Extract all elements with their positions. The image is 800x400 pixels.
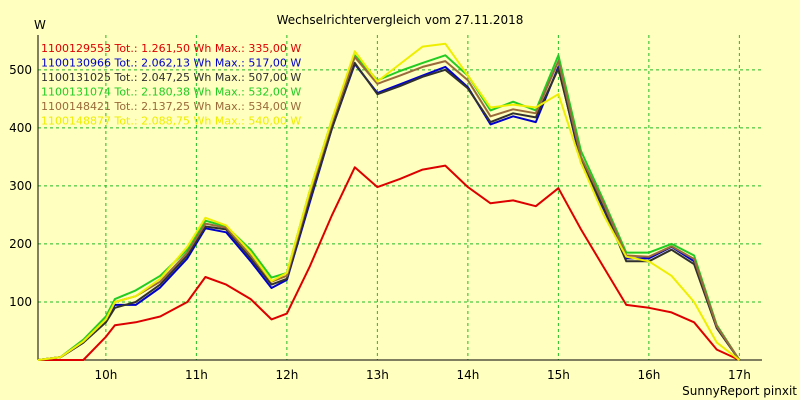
footer-credit: SunnyReport pinxit (682, 384, 797, 398)
tick-labels: 10h 11h 12h 13h 14h 15h 16h 17h 100 200 300 400 500 (9, 63, 751, 382)
legend-entry-1100148877: 1100148877 Tot.: 2.088,75 Wh Max.: 540,0… (41, 115, 301, 128)
axes (37, 35, 762, 361)
y-tick-label-4: 500 (9, 63, 32, 77)
x-tick-label-0: 10h (94, 368, 117, 382)
legend-entry-1100148421: 1100148421 Tot.: 2.137,25 Wh Max.: 534,0… (41, 100, 301, 113)
y-tick-label-3: 400 (9, 121, 32, 135)
legend-entry-1100131025: 1100131025 Tot.: 2.047,25 Wh Max.: 507,0… (41, 71, 301, 84)
y-tick-label-2: 300 (9, 179, 32, 193)
legend-entry-1100131074: 1100131074 Tot.: 2.180,38 Wh Max.: 532,0… (41, 86, 301, 99)
grid (38, 35, 762, 360)
x-tick-label-7: 17h (728, 368, 751, 382)
legend-entry-1100130966: 1100130966 Tot.: 2.062,13 Wh Max.: 517,0… (41, 57, 301, 70)
series-line-1100148877 (37, 42, 741, 361)
x-tick-label-5: 15h (547, 368, 570, 382)
legend: 1100129553 Tot.: 1.261,50 Wh Max.: 335,0… (41, 42, 301, 128)
x-tick-label-6: 16h (637, 368, 660, 382)
legend-entry-1100129553: 1100129553 Tot.: 1.261,50 Wh Max.: 335,0… (41, 42, 301, 55)
series-line-1100129553 (38, 164, 740, 361)
chart-title: Wechselrichtervergleich vom 27.11.2018 (277, 13, 524, 27)
y-tick-label-1: 200 (9, 237, 32, 251)
series-layer (37, 42, 741, 361)
y-tick-label-0: 100 (9, 295, 32, 309)
x-tick-label-4: 14h (456, 368, 479, 382)
y-axis-label: W (34, 18, 46, 32)
x-tick-label-2: 12h (275, 368, 298, 382)
x-tick-label-3: 13h (366, 368, 389, 382)
x-tick-label-1: 11h (185, 368, 208, 382)
